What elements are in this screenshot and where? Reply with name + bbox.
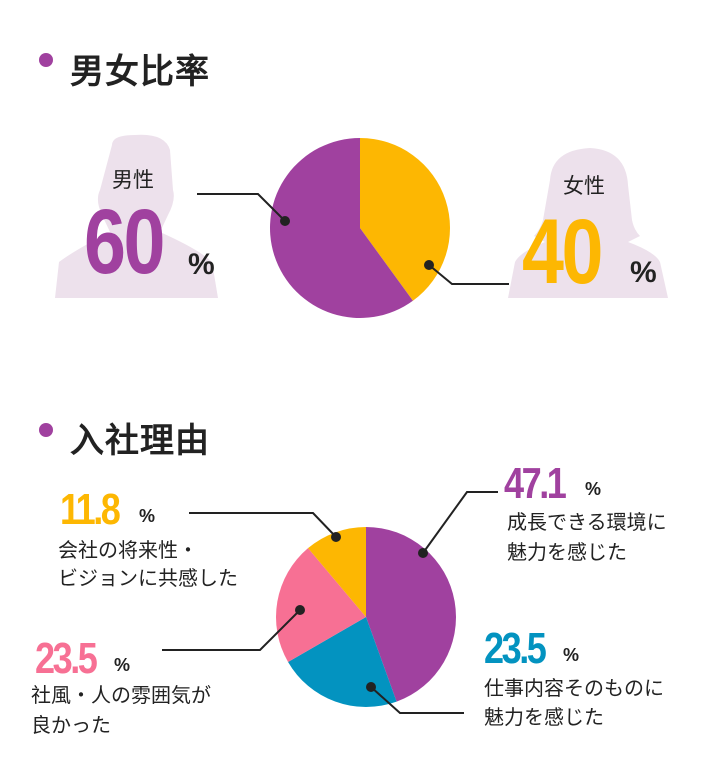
female-unit: % xyxy=(630,256,657,289)
reason-text-line: ビジョンに共感した xyxy=(58,566,238,590)
reason-unit: % xyxy=(585,479,602,499)
pie-slice-3 xyxy=(308,527,366,617)
leader-line xyxy=(197,193,286,222)
section-bullet-icon xyxy=(39,53,53,67)
reason-text-line: 社風・人の雰囲気が xyxy=(31,683,211,707)
leader-dot xyxy=(424,260,434,270)
leader-dot xyxy=(331,532,341,542)
male-silhouette-icon xyxy=(55,134,218,298)
pie-slice-0 xyxy=(360,138,450,301)
leader-lines xyxy=(162,193,509,714)
leader-dot xyxy=(295,605,305,615)
reason-value: 47.1 xyxy=(504,459,567,508)
section-title-gender: 男女比率 xyxy=(70,52,210,92)
reason-value: 23.5 xyxy=(484,624,547,673)
reason-unit: % xyxy=(114,655,131,675)
reason-text-line: 成長できる環境に xyxy=(507,510,667,534)
male-value: 60 xyxy=(84,191,165,293)
pie-slice-0 xyxy=(366,527,457,702)
reason-unit: % xyxy=(563,645,580,665)
reason-text-line: 良かった xyxy=(31,713,111,737)
pie-slice-2 xyxy=(276,548,366,662)
leader-dot xyxy=(418,548,428,558)
reason-value: 11.8 xyxy=(60,485,121,534)
reason-value: 23.5 xyxy=(35,634,98,683)
reason-text-line: 魅力を感じた xyxy=(484,705,604,729)
gender-pie-chart xyxy=(270,138,450,318)
section-title-reason: 入社理由 xyxy=(70,421,210,461)
female-silhouette-icon xyxy=(508,148,668,298)
leader-line xyxy=(422,491,498,554)
male-label: 男性 xyxy=(112,168,154,192)
female-label: 女性 xyxy=(563,174,605,198)
leader-line xyxy=(370,686,464,714)
reason-unit: % xyxy=(139,506,156,526)
reason-text-line: 魅力を感じた xyxy=(507,540,627,564)
reason-text-line: 会社の将来性・ xyxy=(58,538,198,562)
pie-slice-1 xyxy=(270,138,413,318)
leader-line xyxy=(428,264,509,285)
male-unit: % xyxy=(188,248,215,281)
leader-dot xyxy=(366,682,376,692)
reason-pie-chart xyxy=(276,527,457,708)
reason-text-line: 仕事内容そのものに xyxy=(484,676,664,700)
female-value: 40 xyxy=(522,201,603,303)
section-bullet-icon xyxy=(39,423,53,437)
leader-dot xyxy=(280,216,290,226)
leader-line xyxy=(162,609,301,651)
leader-line xyxy=(189,512,337,538)
